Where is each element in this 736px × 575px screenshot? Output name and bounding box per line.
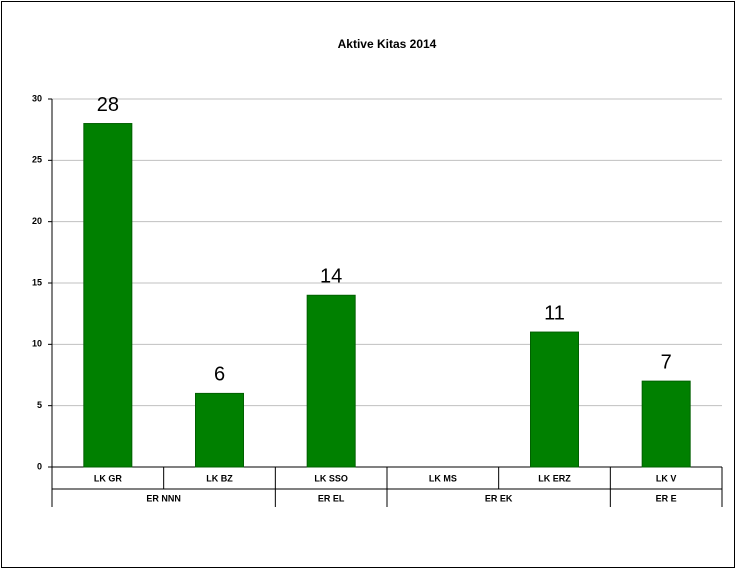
x-tick-label: LK ERZ — [538, 473, 571, 483]
data-label: 7 — [661, 351, 672, 373]
y-tick-label: 0 — [37, 461, 42, 471]
bar — [530, 331, 579, 468]
group-label: ER EK — [485, 493, 513, 503]
data-label: 14 — [320, 266, 342, 288]
y-tick-label: 10 — [32, 339, 42, 349]
group-label: ER EL — [318, 493, 345, 503]
chart-title: Aktive Kitas 2014 — [338, 37, 437, 51]
bar — [306, 294, 356, 468]
y-tick-label: 5 — [37, 400, 42, 410]
data-label: 11 — [544, 302, 565, 324]
x-tick-label: LK BZ — [206, 473, 233, 483]
x-tick-label: LK SSO — [314, 473, 348, 483]
x-tick-label: LK V — [656, 473, 677, 483]
y-tick-label: 15 — [32, 277, 42, 287]
y-tick-label: 20 — [32, 216, 42, 226]
bar — [641, 380, 691, 468]
data-label: 6 — [214, 364, 225, 386]
x-tick-label: LK MS — [429, 473, 457, 483]
data-label: 28 — [97, 94, 119, 116]
group-label: ER NNN — [146, 493, 181, 503]
y-tick-label: 25 — [32, 155, 42, 165]
bar — [83, 123, 133, 468]
x-tick-label: LK GR — [94, 473, 122, 483]
group-label: ER E — [656, 493, 677, 503]
y-tick-label: 30 — [32, 93, 42, 103]
bar — [195, 392, 244, 468]
